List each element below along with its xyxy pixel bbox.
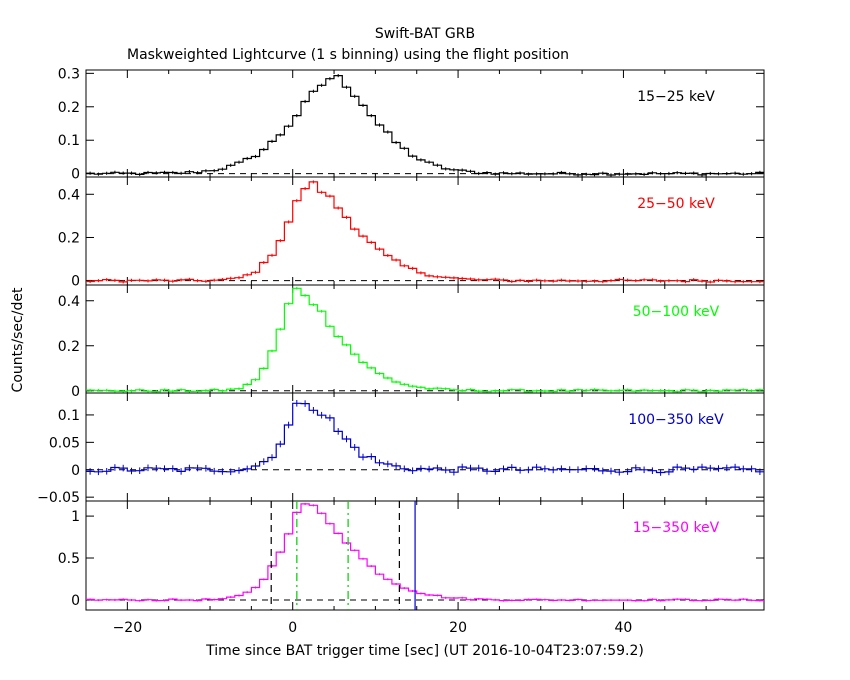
- lightcurve-series: [86, 287, 764, 393]
- y-tick-label: 0.2: [58, 100, 80, 116]
- lightcurve-series: [86, 402, 764, 474]
- x-tick-label: 40: [615, 620, 633, 636]
- y-tick-label: 0.05: [49, 435, 80, 451]
- lightcurve-series: [86, 503, 764, 602]
- y-tick-label: 0.4: [58, 294, 80, 310]
- lightcurve-series: [86, 75, 764, 176]
- x-axis-label: Time since BAT trigger time [sec] (UT 20…: [205, 643, 644, 659]
- lightcurve-series: [86, 181, 764, 283]
- panel-frame: [85, 500, 765, 611]
- y-tick-label: 0.1: [58, 408, 80, 424]
- energy-band-label: 15−350 keV: [633, 520, 720, 536]
- y-tick-label: 0: [71, 593, 80, 609]
- y-tick-label: 0.2: [58, 230, 80, 246]
- y-tick-label: 0.1: [58, 133, 80, 149]
- y-tick-label: 1: [71, 509, 80, 525]
- panel-frame: [85, 392, 765, 502]
- y-tick-label: 0: [71, 463, 80, 479]
- panel-frame: [85, 176, 765, 286]
- chart-subtitle: Maskweighted Lightcurve (1 s binning) us…: [127, 47, 569, 63]
- energy-band-label: 50−100 keV: [633, 304, 720, 320]
- y-tick-label: −0.05: [37, 490, 80, 506]
- panel-frame: [85, 284, 765, 394]
- x-tick-label: −20: [113, 620, 143, 636]
- energy-band-label: 15−25 keV: [637, 89, 715, 105]
- panels-group: 0 0.1 0.2 0.3 15−25 keV 0 0.2 0.4 25−50 keV 0 0.2 0…: [37, 66, 765, 636]
- energy-band-label: 25−50 keV: [637, 196, 715, 212]
- y-tick-label: 0.5: [58, 551, 80, 567]
- x-tick-label: 0: [288, 620, 297, 636]
- y-tick-label: 0.4: [58, 187, 80, 203]
- energy-band-label: 100−350 keV: [628, 412, 724, 428]
- y-tick-label: 0.3: [58, 66, 80, 82]
- y-tick-label: 0: [71, 274, 80, 290]
- y-tick-label: 0: [71, 384, 80, 400]
- chart-title: Swift-BAT GRB: [375, 26, 475, 42]
- y-tick-label: 0.2: [58, 339, 80, 355]
- y-tick-label: 0: [71, 167, 80, 183]
- x-tick-label: 20: [449, 620, 467, 636]
- y-axis-label: Counts/sec/det: [10, 287, 26, 392]
